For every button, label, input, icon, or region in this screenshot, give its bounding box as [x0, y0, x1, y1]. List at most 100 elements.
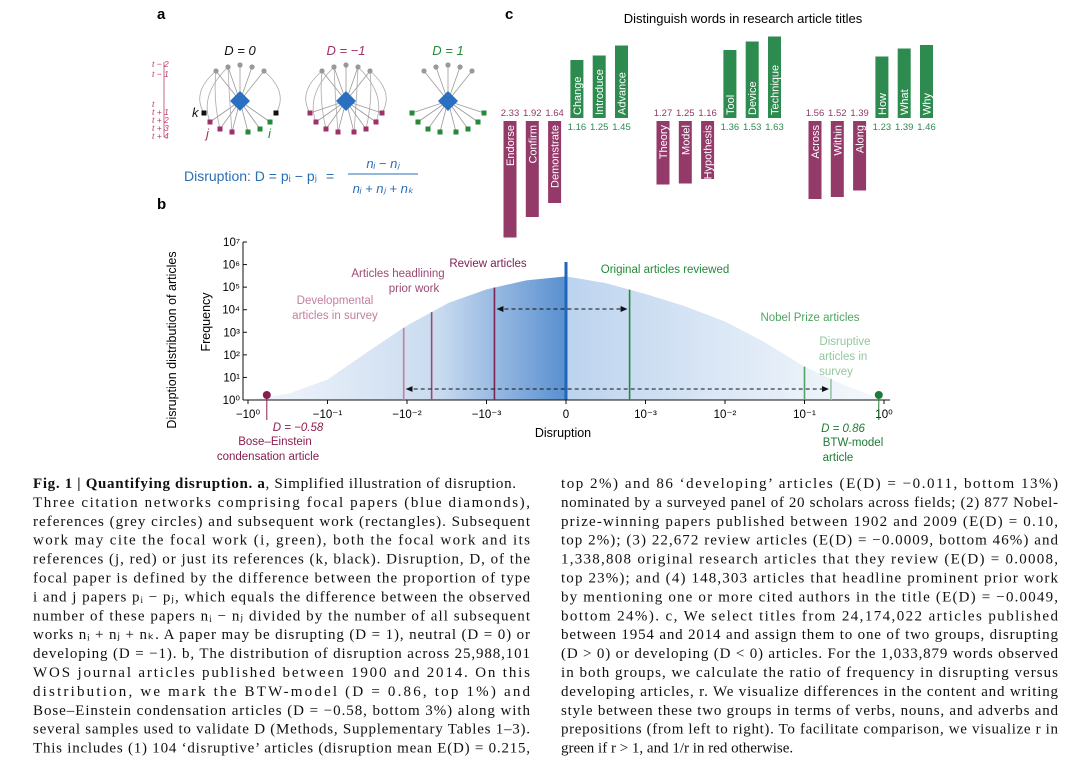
reference [421, 68, 427, 74]
word-label: Model [680, 125, 692, 155]
subsequent-work [409, 110, 415, 116]
caption-line: This includes (1) 104 ‘disruptive’ artic… [33, 741, 530, 757]
y-tick-label: 10³ [223, 327, 240, 339]
word-label: Along [855, 125, 867, 153]
x-tick-label: −10⁻² [392, 409, 422, 421]
subsequent-work [323, 126, 329, 132]
y-tick-label: 10⁵ [222, 282, 240, 294]
word-label: Technique [770, 65, 782, 115]
reference [213, 68, 219, 74]
caption-line: prepositions (from left to right). To fa… [561, 722, 1059, 738]
reference [319, 68, 325, 74]
x-tick-label: 10⁻² [714, 409, 737, 421]
subsequent-work [201, 110, 207, 116]
reference [433, 64, 439, 70]
subsequent-work [379, 110, 385, 116]
value-label: 1.16 [698, 108, 717, 119]
word-bar [830, 121, 844, 197]
word-bar [548, 121, 562, 203]
citation-arc [214, 70, 221, 130]
subsequent-work [363, 126, 369, 132]
caption-line: Three citation networks comprising focal… [33, 495, 530, 511]
value-label: 1.64 [545, 108, 564, 119]
citation-network: D = 1 [409, 43, 487, 135]
caption-line: green if r > 1, and 1/r in red otherwise… [561, 741, 793, 757]
word-label: Hypothesis [703, 125, 715, 180]
node-label: k [192, 105, 200, 120]
subsequent-work [415, 119, 421, 125]
subsequent-work [465, 126, 471, 132]
reference [457, 64, 463, 70]
marker-label: survey [819, 366, 853, 378]
marker-label: Disruptive [819, 336, 870, 348]
example-article [262, 391, 271, 399]
word-bar [808, 121, 822, 199]
marker-label: Review articles [449, 258, 527, 270]
caption-line: i and j papers pᵢ − pⱼ, which equals the… [33, 589, 531, 605]
subsequent-work [437, 129, 443, 135]
citation-arc [206, 66, 229, 123]
caption-line: Bose–Einstein condensation articles (D =… [33, 703, 531, 719]
citation-arc [365, 70, 372, 130]
value-label: 1.39 [850, 108, 869, 119]
value-label: 1.25 [590, 122, 609, 133]
marker-label: Articles headlining [351, 268, 444, 280]
value-label: 1.63 [765, 122, 784, 133]
word-bar [875, 56, 889, 118]
marker-label: articles in [819, 351, 868, 363]
subsequent-work [229, 129, 235, 135]
network-label: D = 1 [432, 43, 463, 58]
panel-letter: b [157, 196, 166, 213]
node-label: j [204, 126, 210, 141]
word-bar [920, 45, 933, 118]
y-axis-label: Frequency [199, 292, 213, 352]
word-bar [768, 36, 781, 118]
focal-paper [230, 91, 250, 111]
caption-line: Fig. 1 | Quantifying disruption. a, Simp… [33, 476, 516, 492]
value-label: 2.33 [501, 108, 520, 119]
subsequent-work [475, 119, 481, 125]
citation-network: D = 0 [199, 43, 281, 135]
reference [355, 64, 361, 70]
value-label: 1.27 [654, 108, 673, 119]
caption-line: top 2%) and 86 ‘developing’ articles (E(… [561, 476, 1058, 492]
caption-title: Fig. 1 | Quantifying disruption. a [33, 476, 265, 492]
word-label: Introduce [594, 69, 606, 115]
word-bar [745, 41, 759, 118]
value-label: 1.39 [895, 122, 914, 133]
x-tick-label: −10⁰ [236, 409, 261, 421]
marker-label: Developmental [297, 295, 374, 307]
word-label: Device [747, 81, 759, 115]
time-label: t − 1 [152, 69, 169, 79]
subsequent-work [453, 129, 459, 135]
caption-line: between 1954 and 2014 and assign them to… [561, 627, 1059, 643]
caption-line: 1,338,808 original research articles tha… [561, 552, 1058, 568]
x-tick-label: 10⁻³ [634, 409, 657, 421]
subsequent-work [351, 129, 357, 135]
panel-letter: a [157, 6, 166, 23]
time-label: t [152, 99, 155, 109]
x-tick-label: −10⁻³ [472, 409, 502, 421]
reference [469, 68, 475, 74]
word-label: Demonstrate [550, 125, 562, 188]
caption-line: bottom 24%). c, We select titles from 24… [561, 608, 1059, 624]
word-label: Change [572, 76, 584, 115]
chart-title: Distinguish words in research article ti… [624, 11, 863, 26]
word-label: Why [922, 93, 934, 116]
word-bar [503, 121, 517, 238]
subsequent-work [273, 110, 279, 116]
caption-line: (D > 0) or developing (D < 0) articles. … [561, 646, 1059, 662]
marker-label: articles in survey [292, 310, 378, 322]
word-label: Across [810, 125, 822, 159]
x-tick-label: 10⁻¹ [793, 409, 816, 421]
value-label: 1.56 [806, 108, 825, 119]
y-tick-label: 10⁰ [223, 395, 241, 407]
y-tick-label: 10⁷ [223, 237, 240, 249]
word-bar [701, 121, 715, 179]
value-label: 1.45 [612, 122, 631, 133]
caption-line: WOS journal articles published between 1… [33, 665, 530, 681]
network-label: D = −1 [326, 43, 365, 58]
citation-network: D = −1 [305, 43, 387, 135]
subsequent-work [307, 110, 313, 116]
value-label: 1.16 [568, 122, 587, 133]
